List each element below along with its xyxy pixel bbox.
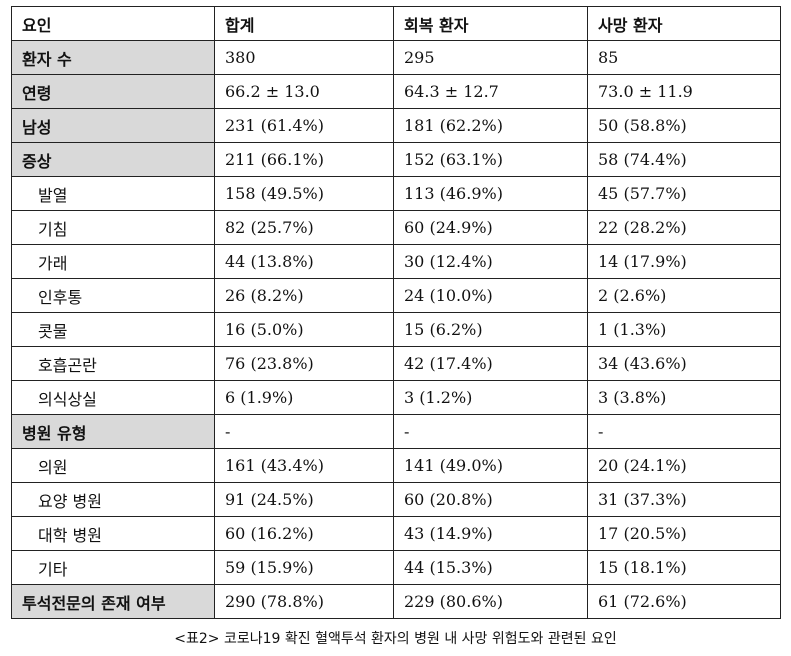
table-row: 연령 66.2 ± 13.0 64.3 ± 12.7 73.0 ± 11.9 <box>11 74 781 109</box>
table-cell: 14 (17.9%) <box>587 244 781 279</box>
table-cell: 26 (8.2%) <box>214 278 394 313</box>
table-cell: 44 (13.8%) <box>214 244 394 279</box>
table-cell: 73.0 ± 11.9 <box>587 74 781 109</box>
table-cell: 231 (61.4%) <box>214 108 394 143</box>
table-cell: 22 (28.2%) <box>587 210 781 245</box>
table-cell: 43 (14.9%) <box>393 516 588 551</box>
table-row: 남성 231 (61.4%) 181 (62.2%) 50 (58.8%) <box>11 108 781 143</box>
table-cell: 17 (20.5%) <box>587 516 781 551</box>
table-body: 환자 수 380 295 85 연령 66.2 ± 13.0 64.3 ± 12.7 73.0… <box>11 40 781 619</box>
table-cell: 34 (43.6%) <box>587 346 781 381</box>
row-label: 발열 <box>11 176 215 211</box>
row-label: 요양 병원 <box>11 482 215 517</box>
row-label: 의식상실 <box>11 380 215 415</box>
data-table: 요인 합계 회복 환자 사망 환자 환자 수 380 295 85 연령 66.2 ± 1… <box>11 6 781 619</box>
table-cell: 66.2 ± 13.0 <box>214 74 394 109</box>
table-cell: 20 (24.1%) <box>587 448 781 483</box>
table-row: 의원 161 (43.4%) 141 (49.0%) 20 (24.1%) <box>11 448 781 483</box>
row-label: 남성 <box>11 108 215 143</box>
row-label: 인후통 <box>11 278 215 313</box>
table-cell: 24 (10.0%) <box>393 278 588 313</box>
table-cell: - <box>214 414 394 449</box>
table-cell: 229 (80.6%) <box>393 584 588 619</box>
table-cell: 3 (3.8%) <box>587 380 781 415</box>
table-cell: 44 (15.3%) <box>393 550 588 585</box>
table-row: 가래 44 (13.8%) 30 (12.4%) 14 (17.9%) <box>11 244 781 279</box>
table-row: 환자 수 380 295 85 <box>11 40 781 75</box>
table-row: 호흡곤란 76 (23.8%) 42 (17.4%) 34 (43.6%) <box>11 346 781 381</box>
table-caption: <표2> 코로나19 확진 혈액투석 환자의 병원 내 사망 위험도와 관련된 … <box>174 631 617 647</box>
row-label: 콧물 <box>11 312 215 347</box>
table-cell: 45 (57.7%) <box>587 176 781 211</box>
table-cell: 158 (49.5%) <box>214 176 394 211</box>
header-total: 합계 <box>214 6 394 41</box>
table-cell: 161 (43.4%) <box>214 448 394 483</box>
table-row: 병원 유형 - - - <box>11 414 781 449</box>
table-cell: - <box>393 414 588 449</box>
table-cell: 82 (25.7%) <box>214 210 394 245</box>
table-row: 대학 병원 60 (16.2%) 43 (14.9%) 17 (20.5%) <box>11 516 781 551</box>
table-cell: 58 (74.4%) <box>587 142 781 177</box>
row-label: 가래 <box>11 244 215 279</box>
table-row: 의식상실 6 (1.9%) 3 (1.2%) 3 (3.8%) <box>11 380 781 415</box>
table-cell: 85 <box>587 40 781 75</box>
row-label: 의원 <box>11 448 215 483</box>
table-cell: 6 (1.9%) <box>214 380 394 415</box>
table-row: 인후통 26 (8.2%) 24 (10.0%) 2 (2.6%) <box>11 278 781 313</box>
table-cell: 2 (2.6%) <box>587 278 781 313</box>
table-cell: 113 (46.9%) <box>393 176 588 211</box>
row-label: 호흡곤란 <box>11 346 215 381</box>
table-cell: 290 (78.8%) <box>214 584 394 619</box>
table-cell: 211 (66.1%) <box>214 142 394 177</box>
table-row: 콧물 16 (5.0%) 15 (6.2%) 1 (1.3%) <box>11 312 781 347</box>
table-cell: 3 (1.2%) <box>393 380 588 415</box>
table-cell: 141 (49.0%) <box>393 448 588 483</box>
header-factor: 요인 <box>11 6 215 41</box>
table-cell: 152 (63.1%) <box>393 142 588 177</box>
table-row: 기타 59 (15.9%) 44 (15.3%) 15 (18.1%) <box>11 550 781 585</box>
table-row: 투석전문의 존재 여부 290 (78.8%) 229 (80.6%) 61 (72.… <box>11 584 781 619</box>
row-label: 연령 <box>11 74 215 109</box>
table-row: 발열 158 (49.5%) 113 (46.9%) 45 (57.7%) <box>11 176 781 211</box>
table-cell: 42 (17.4%) <box>393 346 588 381</box>
table-cell: 64.3 ± 12.7 <box>393 74 588 109</box>
header-recovered: 회복 환자 <box>393 6 588 41</box>
table-row: 증상 211 (66.1%) 152 (63.1%) 58 (74.4%) <box>11 142 781 177</box>
table-cell: 60 (20.8%) <box>393 482 588 517</box>
table-row: 기침 82 (25.7%) 60 (24.9%) 22 (28.2%) <box>11 210 781 245</box>
table-cell: 181 (62.2%) <box>393 108 588 143</box>
table-cell: 30 (12.4%) <box>393 244 588 279</box>
header-row: 요인 합계 회복 환자 사망 환자 <box>11 6 781 41</box>
header-deceased: 사망 환자 <box>587 6 781 41</box>
table-cell: 31 (37.3%) <box>587 482 781 517</box>
table-cell: 15 (18.1%) <box>587 550 781 585</box>
row-label: 기침 <box>11 210 215 245</box>
table-cell: 61 (72.6%) <box>587 584 781 619</box>
table-cell: 59 (15.9%) <box>214 550 394 585</box>
row-label: 병원 유형 <box>11 414 215 449</box>
table-row: 요양 병원 91 (24.5%) 60 (20.8%) 31 (37.3%) <box>11 482 781 517</box>
row-label: 기타 <box>11 550 215 585</box>
row-label: 투석전문의 존재 여부 <box>11 584 215 619</box>
table-container: 요인 합계 회복 환자 사망 환자 환자 수 380 295 85 연령 66.2 ± 1… <box>11 6 781 619</box>
table-cell: 380 <box>214 40 394 75</box>
table-cell: - <box>587 414 781 449</box>
table-cell: 60 (24.9%) <box>393 210 588 245</box>
table-cell: 60 (16.2%) <box>214 516 394 551</box>
table-cell: 50 (58.8%) <box>587 108 781 143</box>
table-cell: 76 (23.8%) <box>214 346 394 381</box>
table-cell: 16 (5.0%) <box>214 312 394 347</box>
row-label: 환자 수 <box>11 40 215 75</box>
table-cell: 91 (24.5%) <box>214 482 394 517</box>
table-cell: 1 (1.3%) <box>587 312 781 347</box>
table-cell: 15 (6.2%) <box>393 312 588 347</box>
row-label: 증상 <box>11 142 215 177</box>
table-cell: 295 <box>393 40 588 75</box>
row-label: 대학 병원 <box>11 516 215 551</box>
